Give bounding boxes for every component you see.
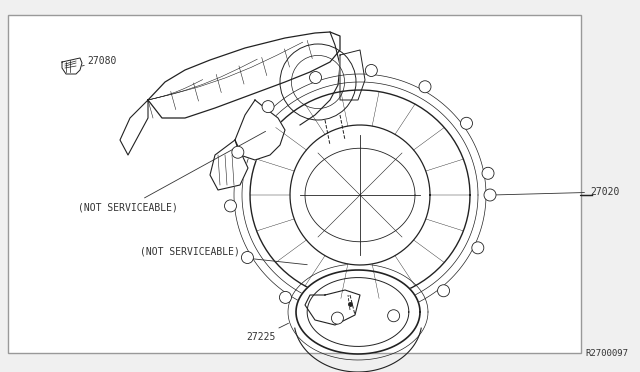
Polygon shape — [305, 290, 360, 325]
Polygon shape — [120, 100, 148, 155]
Polygon shape — [290, 125, 430, 265]
Polygon shape — [250, 90, 470, 300]
Circle shape — [461, 117, 472, 129]
Polygon shape — [210, 140, 248, 190]
Text: 27080: 27080 — [82, 56, 116, 66]
Circle shape — [262, 100, 274, 113]
Polygon shape — [235, 100, 285, 160]
Polygon shape — [296, 270, 420, 354]
Circle shape — [241, 251, 253, 263]
Text: 27020: 27020 — [495, 187, 620, 197]
Circle shape — [472, 242, 484, 254]
FancyBboxPatch shape — [8, 15, 581, 353]
Circle shape — [232, 146, 244, 158]
Circle shape — [365, 64, 378, 77]
Text: (NOT SERVICEABLE): (NOT SERVICEABLE) — [140, 247, 307, 265]
Polygon shape — [148, 32, 340, 118]
Circle shape — [482, 167, 494, 179]
Circle shape — [332, 312, 344, 324]
Circle shape — [225, 200, 237, 212]
Circle shape — [419, 81, 431, 93]
Text: R2700097: R2700097 — [585, 349, 628, 358]
Polygon shape — [62, 58, 82, 74]
Circle shape — [388, 310, 399, 322]
Circle shape — [280, 291, 291, 304]
Circle shape — [310, 71, 321, 84]
Polygon shape — [340, 50, 365, 100]
Polygon shape — [285, 32, 340, 140]
Text: 27225: 27225 — [246, 323, 289, 342]
Circle shape — [484, 189, 496, 201]
Circle shape — [438, 285, 449, 297]
Text: (NOT SERVICEABLE): (NOT SERVICEABLE) — [78, 131, 266, 212]
